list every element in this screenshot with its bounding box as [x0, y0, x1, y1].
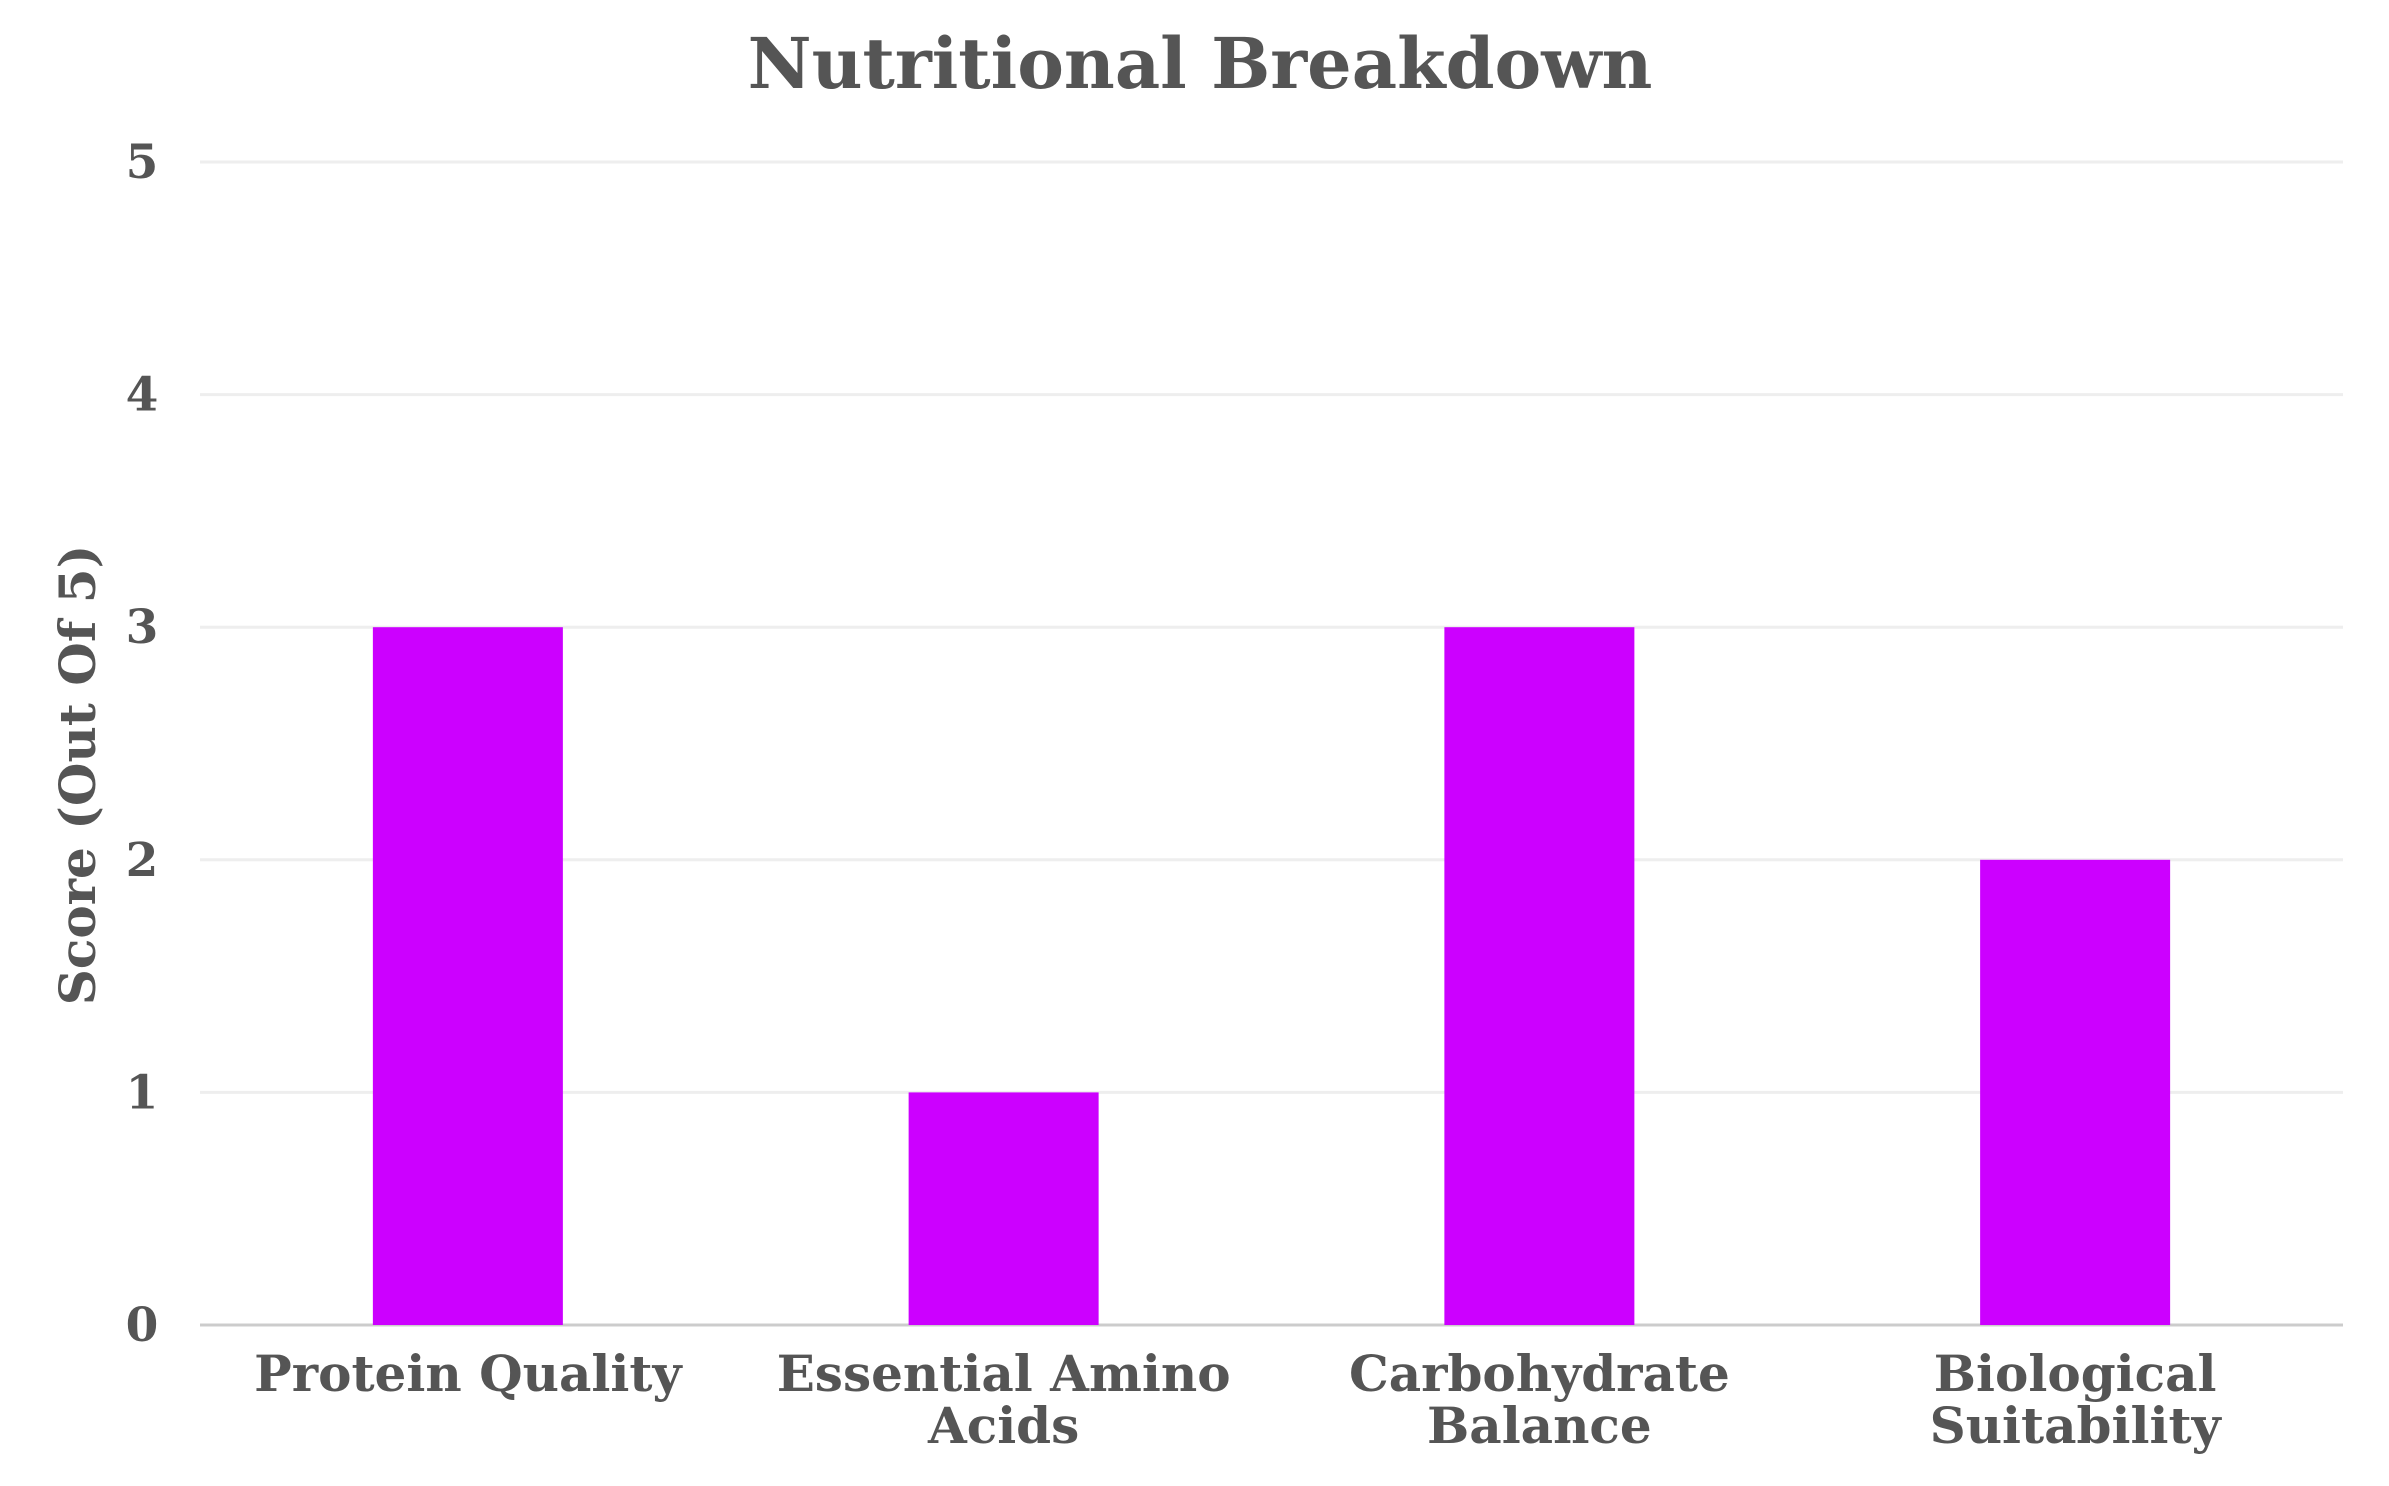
- y-tick-label: 2: [126, 833, 159, 888]
- x-tick-label: Protein Quality: [254, 1344, 683, 1403]
- x-tick-label: Biological Suitability: [1930, 1344, 2223, 1455]
- bar: [1980, 859, 2171, 1325]
- y-tick-label: 4: [126, 368, 159, 423]
- y-tick-labels: 0 1 2 3 4 5: [126, 135, 159, 1353]
- x-tick-label: Essential Amino Acids: [777, 1344, 1231, 1455]
- y-tick-label: 5: [126, 135, 159, 190]
- y-axis-title: Score (Out Of 5): [48, 545, 107, 1005]
- x-tick-label: Carbohydrate Balance: [1349, 1344, 1730, 1455]
- bar: [908, 1092, 1099, 1325]
- bar: [1444, 627, 1635, 1325]
- bar: [372, 627, 563, 1325]
- x-tick-labels: Protein Quality Essential Amino Acids Carbo…: [254, 1344, 2222, 1455]
- y-tick-label: 3: [126, 600, 159, 655]
- y-tick-label: 1: [126, 1065, 159, 1120]
- y-tick-label: 0: [126, 1298, 159, 1353]
- bars: [372, 627, 2171, 1325]
- chart-title: Nutritional Breakdown: [748, 22, 1653, 105]
